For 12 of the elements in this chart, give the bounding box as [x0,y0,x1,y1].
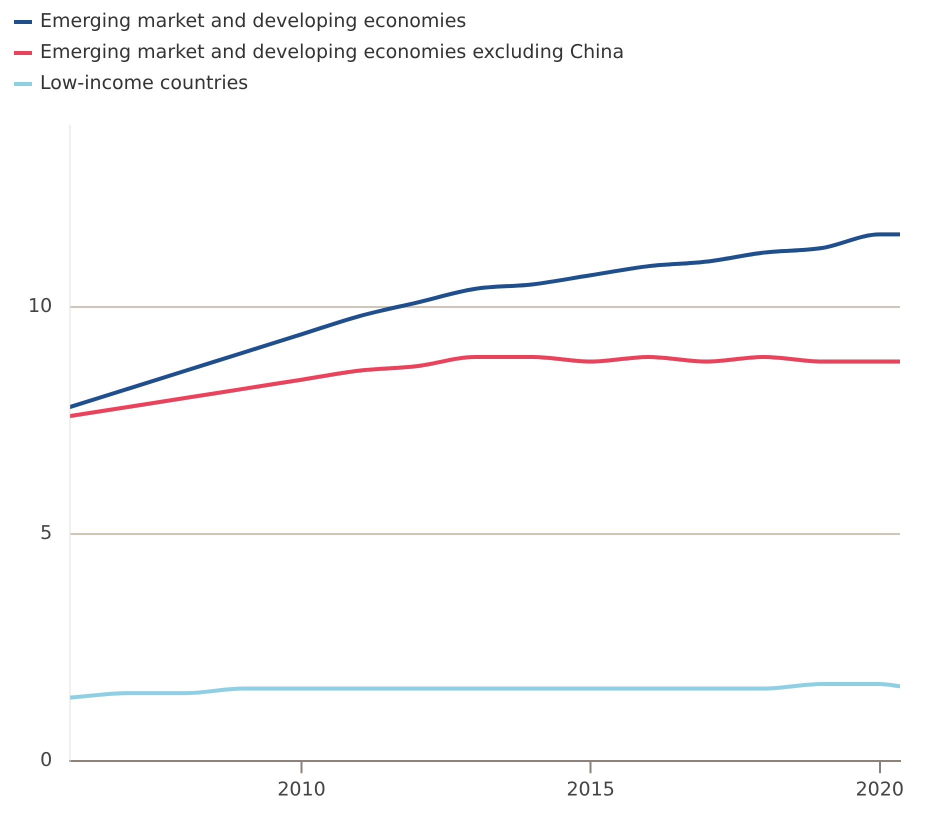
line-series [70,355,900,418]
x-tick-label: 2015 [566,778,615,801]
y-tick-label: 5 [40,522,52,544]
x-tick-label: 2010 [277,778,326,801]
legend-label: Emerging market and developing economies [40,9,466,34]
line-series [70,232,900,409]
y-tick-label: 0 [40,749,52,772]
y-tick-label: 10 [28,294,52,317]
legend-label: Emerging market and developing economies excluding China [40,40,624,65]
line-series [70,682,900,700]
legend-label: Low-income countries [40,71,248,96]
x-tick-label: 2020 [856,778,904,801]
